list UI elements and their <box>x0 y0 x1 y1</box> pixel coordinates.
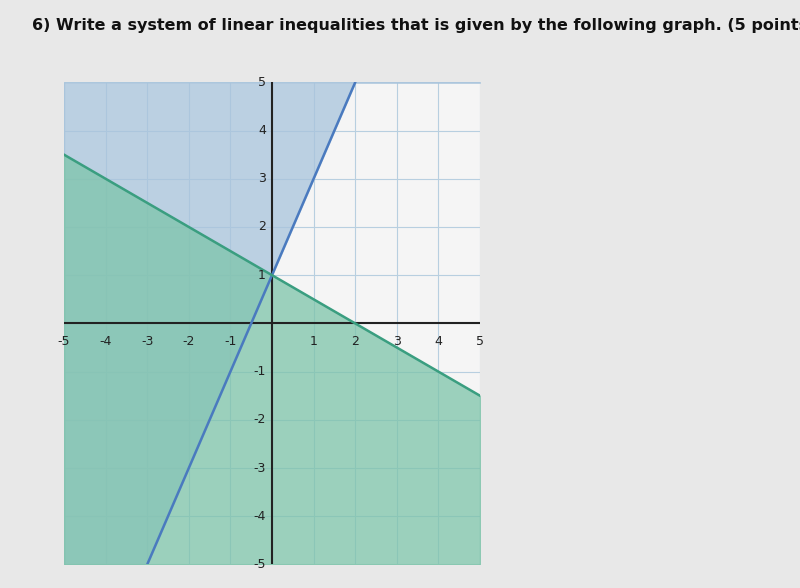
Text: 1: 1 <box>310 335 318 349</box>
Text: 3: 3 <box>393 335 401 349</box>
Text: 5: 5 <box>476 335 484 349</box>
Text: 4: 4 <box>434 335 442 349</box>
Text: -4: -4 <box>99 335 112 349</box>
Text: 6) Write a system of linear inequalities that is given by the following graph. (: 6) Write a system of linear inequalities… <box>32 18 800 33</box>
Text: -2: -2 <box>254 413 266 426</box>
Text: 3: 3 <box>258 172 266 185</box>
Text: -4: -4 <box>254 510 266 523</box>
Text: -3: -3 <box>254 462 266 475</box>
Text: -2: -2 <box>182 335 195 349</box>
Text: -5: -5 <box>254 558 266 571</box>
Text: 5: 5 <box>258 76 266 89</box>
Text: 4: 4 <box>258 124 266 137</box>
Text: -1: -1 <box>224 335 237 349</box>
Text: -1: -1 <box>254 365 266 378</box>
Text: -3: -3 <box>141 335 154 349</box>
Text: -5: -5 <box>58 335 70 349</box>
Text: 1: 1 <box>258 269 266 282</box>
Text: 2: 2 <box>351 335 359 349</box>
Text: 2: 2 <box>258 220 266 233</box>
